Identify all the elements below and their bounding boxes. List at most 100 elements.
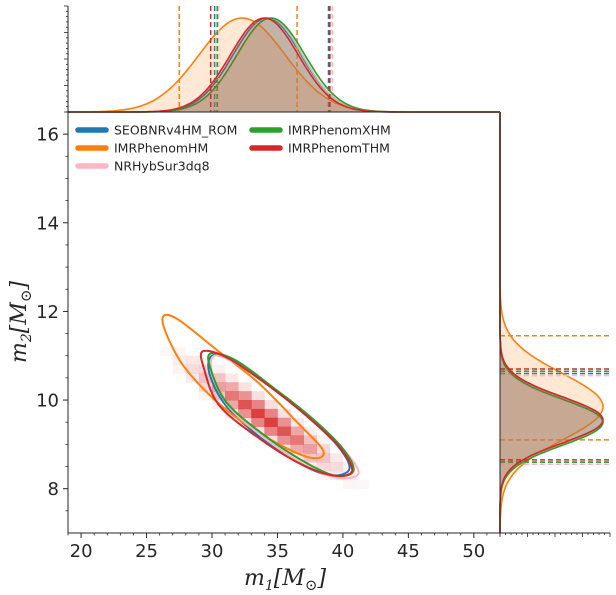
heatmap-cell (198, 382, 213, 392)
heatmap-cell (172, 364, 187, 374)
heatmap-cell (198, 364, 213, 374)
heatmap-cell (303, 444, 318, 454)
heatmap-cell (198, 391, 213, 401)
heatmap-cell (303, 462, 318, 472)
heatmap-cell (225, 400, 239, 410)
x-axis-label-close: ] (316, 566, 326, 591)
heatmap-cell (316, 444, 331, 454)
heatmap-cell (356, 480, 369, 489)
x-tick-label: 35 (266, 541, 289, 562)
y-tick-label: 10 (36, 391, 59, 412)
x-axis-label-unit: [M (274, 566, 306, 591)
legend-label: IMRPhenomTHM (288, 141, 390, 156)
heatmap-cell (290, 444, 304, 454)
heatmap-cell (303, 426, 318, 436)
heatmap-cell (303, 435, 318, 445)
heatmap-cell (264, 408, 278, 419)
heatmap-cell (329, 453, 344, 463)
heatmap-cell (277, 417, 291, 427)
heatmap-cell (238, 400, 252, 410)
right-fill-imrphenomxhm (500, 112, 603, 533)
heatmap-cell (212, 373, 226, 383)
legend-label: NRHybSur3dq8 (114, 159, 210, 174)
y-axis-label-sub: 2 (19, 333, 35, 343)
heatmap-cell (212, 382, 226, 392)
right-fill-nrhybsur3dq8 (500, 112, 603, 533)
heatmap-cell (251, 417, 265, 427)
right-fill-imrphenomthm (500, 112, 603, 533)
x-tick-label: 30 (201, 541, 224, 562)
y-axis-label: m2[M⊙] (7, 281, 35, 363)
heatmap-cell (198, 373, 213, 383)
heatmap-cell (238, 408, 252, 419)
heatmap-cell (225, 391, 239, 401)
heatmap-cell (316, 453, 331, 463)
heatmap-cell (290, 435, 304, 445)
right-fill-seobnrv4hm-rom (500, 112, 603, 533)
top-fill-seobnrv4hm-rom (68, 18, 500, 112)
y-tick-label: 16 (36, 125, 59, 146)
legend-item-imrphenomthm: IMRPhenomTHM (249, 141, 390, 156)
joint-distribution-panel: 20 25 30 35 40 45 50 8 10 12 14 16 (36, 111, 501, 562)
y-axis-label-var: m (7, 342, 32, 363)
y-tick-label: 14 (36, 213, 59, 234)
heatmap-cell (316, 470, 331, 481)
top-fill-nrhybsur3dq8 (68, 18, 500, 113)
heatmap-cell (225, 382, 239, 392)
x-tick-label: 40 (331, 541, 354, 562)
legend: SEOBNRv4HM_ROM IMRPhenomHM NRHybSur3dq8 IMR… (75, 123, 391, 174)
heatmap-cell (316, 435, 331, 445)
x-tick-label: 45 (397, 541, 420, 562)
heatmap-cell (185, 364, 200, 374)
heatmap-cell (212, 364, 226, 374)
legend-item-imrphenomxhm: IMRPhenomXHM (249, 123, 391, 138)
legend-item-seobnrv4hm-rom: SEOBNRv4HM_ROM (75, 123, 237, 138)
heatmap-cell (316, 462, 331, 472)
top-marginal-panel (64, 5, 500, 113)
x-axis-label-var: m (244, 566, 265, 591)
contour-imrphenomhm (161, 313, 325, 460)
heatmap-cell (251, 400, 265, 410)
right-fill-imrphenomhm (500, 112, 603, 533)
heatmap-cell (172, 346, 187, 357)
heatmap-cell (264, 417, 278, 427)
heatmap-cell (251, 408, 265, 419)
top-fill-imrphenomhm (68, 18, 500, 112)
top-fill-imrphenomxhm (68, 18, 500, 112)
x-axis-label-sun: ⊙ (305, 576, 318, 594)
right-marginal-panel (499, 112, 611, 537)
heatmap-cell (251, 391, 265, 401)
heatmap-cell (264, 426, 278, 436)
heatmap-cell (342, 479, 357, 489)
legend-label: IMRPhenomXHM (288, 123, 391, 138)
legend-item-imrphenomhm: IMRPhenomHM (75, 141, 208, 156)
contour-imrphenomthm (199, 349, 354, 478)
heatmap-cell (185, 355, 200, 365)
svg-text:m2[M⊙]: m2[M⊙] (7, 281, 35, 363)
top-fill-imrphenomthm (68, 18, 500, 112)
x-axis-label-sub: 1 (265, 578, 274, 594)
y-tick-label: 12 (36, 302, 59, 323)
heatmap-cell (238, 391, 252, 401)
x-tick-label: 25 (135, 541, 158, 562)
x-axis-label: m1[M⊙] (244, 566, 326, 594)
legend-label: SEOBNRv4HM_ROM (114, 123, 237, 138)
heatmap-cell (198, 355, 213, 365)
heatmap-cell (290, 426, 304, 436)
legend-item-nrhybsur3dq8: NRHybSur3dq8 (75, 159, 210, 174)
heatmap-cell (277, 435, 291, 445)
heatmap-cell (225, 373, 239, 383)
heatmap-cell (277, 426, 291, 436)
legend-label: IMRPhenomHM (114, 141, 208, 156)
heatmap-cell (277, 408, 291, 419)
heatmap-cell (160, 347, 173, 356)
heatmap-cell (238, 382, 252, 392)
x-tick-label: 20 (70, 541, 93, 562)
x-tick-label: 50 (462, 541, 485, 562)
y-axis-label-sun: ⊙ (17, 290, 35, 303)
svg-text:m1[M⊙]: m1[M⊙] (244, 566, 326, 594)
heatmap-cell (329, 462, 344, 472)
y-tick-label: 8 (48, 479, 59, 500)
